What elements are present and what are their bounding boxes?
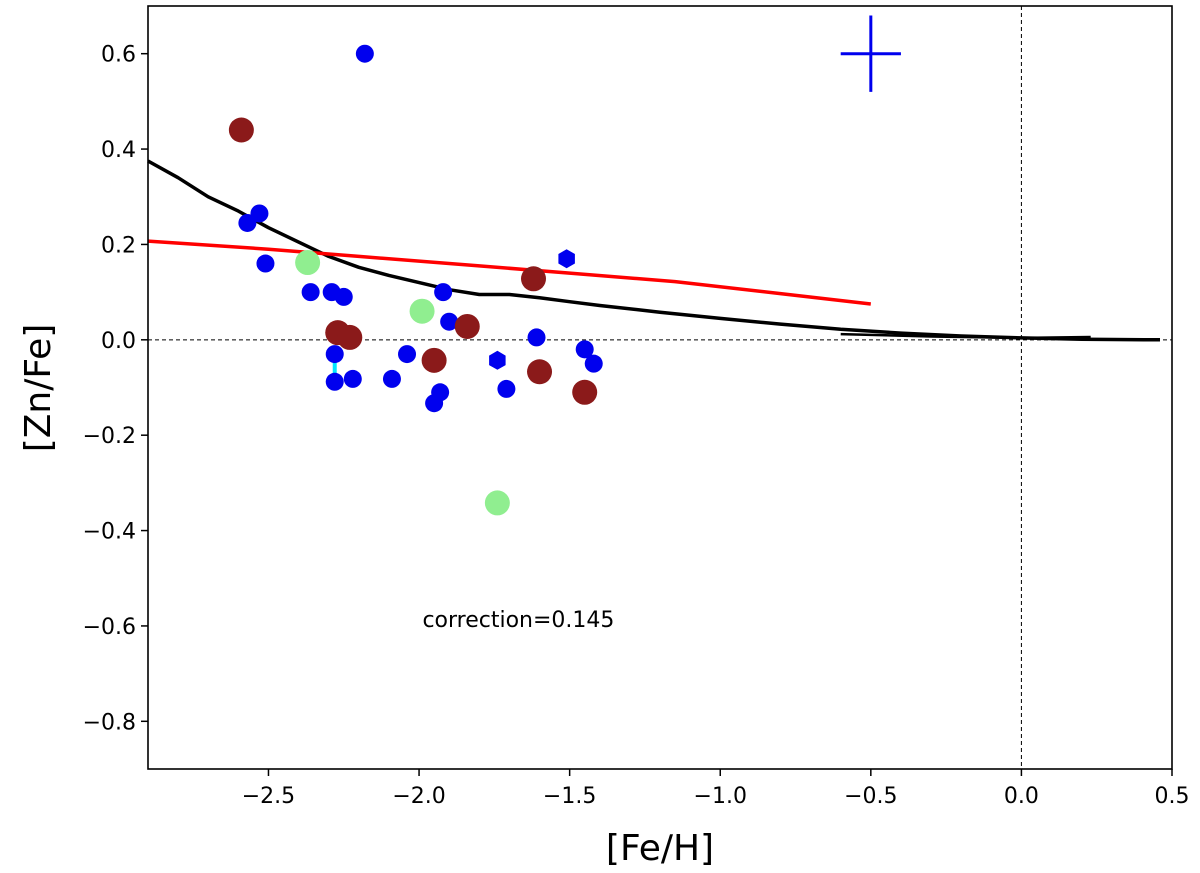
data-point (256, 254, 275, 273)
data-point (355, 44, 374, 63)
data-point (527, 359, 553, 385)
y-tick-label: 0.0 (101, 329, 136, 354)
data-point (527, 328, 546, 347)
y-tick-label: 0.2 (101, 233, 136, 258)
data-point (238, 213, 257, 232)
data-point (334, 287, 353, 306)
data-point (434, 283, 453, 302)
data-point (440, 312, 459, 331)
model-curve-6 (840, 332, 1091, 340)
correction-annotation: correction=0.145 (422, 608, 614, 633)
x-tick-label: −2.0 (392, 784, 445, 809)
x-tick-label: −1.5 (543, 784, 596, 809)
data-point (343, 369, 362, 388)
y-tick-label: 0.6 (101, 43, 136, 68)
reference-lines (148, 6, 1172, 769)
data-point (521, 266, 547, 292)
y-tick-label: −0.8 (83, 710, 136, 735)
data-point (572, 379, 598, 405)
x-tick-label: −2.5 (242, 784, 295, 809)
hexagon-point (558, 249, 575, 269)
y-axis-label: [Zn/Fe] (18, 324, 59, 453)
data-point (584, 354, 603, 373)
data-point (398, 345, 417, 364)
model-curve-5 (147, 159, 1161, 342)
data-point (454, 313, 480, 339)
axis-ticks: −2.5 −2.0 −1.5 −1.0 −0.5 0.0 0.5 0.6 0.4 0.2 0.0 −0… (83, 43, 1190, 809)
data-point (382, 369, 401, 388)
y-tick-label: −0.4 (83, 520, 136, 545)
y-tick-label: 0.4 (101, 138, 136, 163)
data-point (337, 324, 363, 350)
data-point (421, 347, 447, 373)
x-tick-label: 0.5 (1155, 784, 1190, 809)
plot-frame (147, 5, 1173, 770)
x-tick-label: −1.0 (694, 784, 747, 809)
y-tick-label: −0.2 (83, 424, 136, 449)
data-point (409, 298, 435, 324)
data-point (301, 283, 320, 302)
data-points (228, 15, 901, 516)
data-point (575, 340, 594, 359)
x-tick-label: 0.0 (1004, 784, 1039, 809)
data-point (228, 117, 254, 143)
data-point (484, 490, 510, 516)
y-tick-label: −0.6 (83, 615, 136, 640)
x-axis-label: [Fe/H] (606, 828, 714, 869)
data-point (325, 345, 344, 364)
data-point (250, 204, 269, 223)
hexagon-point (489, 350, 506, 370)
model-curve-7 (147, 239, 872, 306)
x-tick-label: −0.5 (844, 784, 897, 809)
data-point (295, 250, 321, 276)
data-point (431, 383, 450, 402)
data-point (497, 379, 516, 398)
data-point (325, 372, 344, 391)
model-curves (147, 159, 1161, 404)
